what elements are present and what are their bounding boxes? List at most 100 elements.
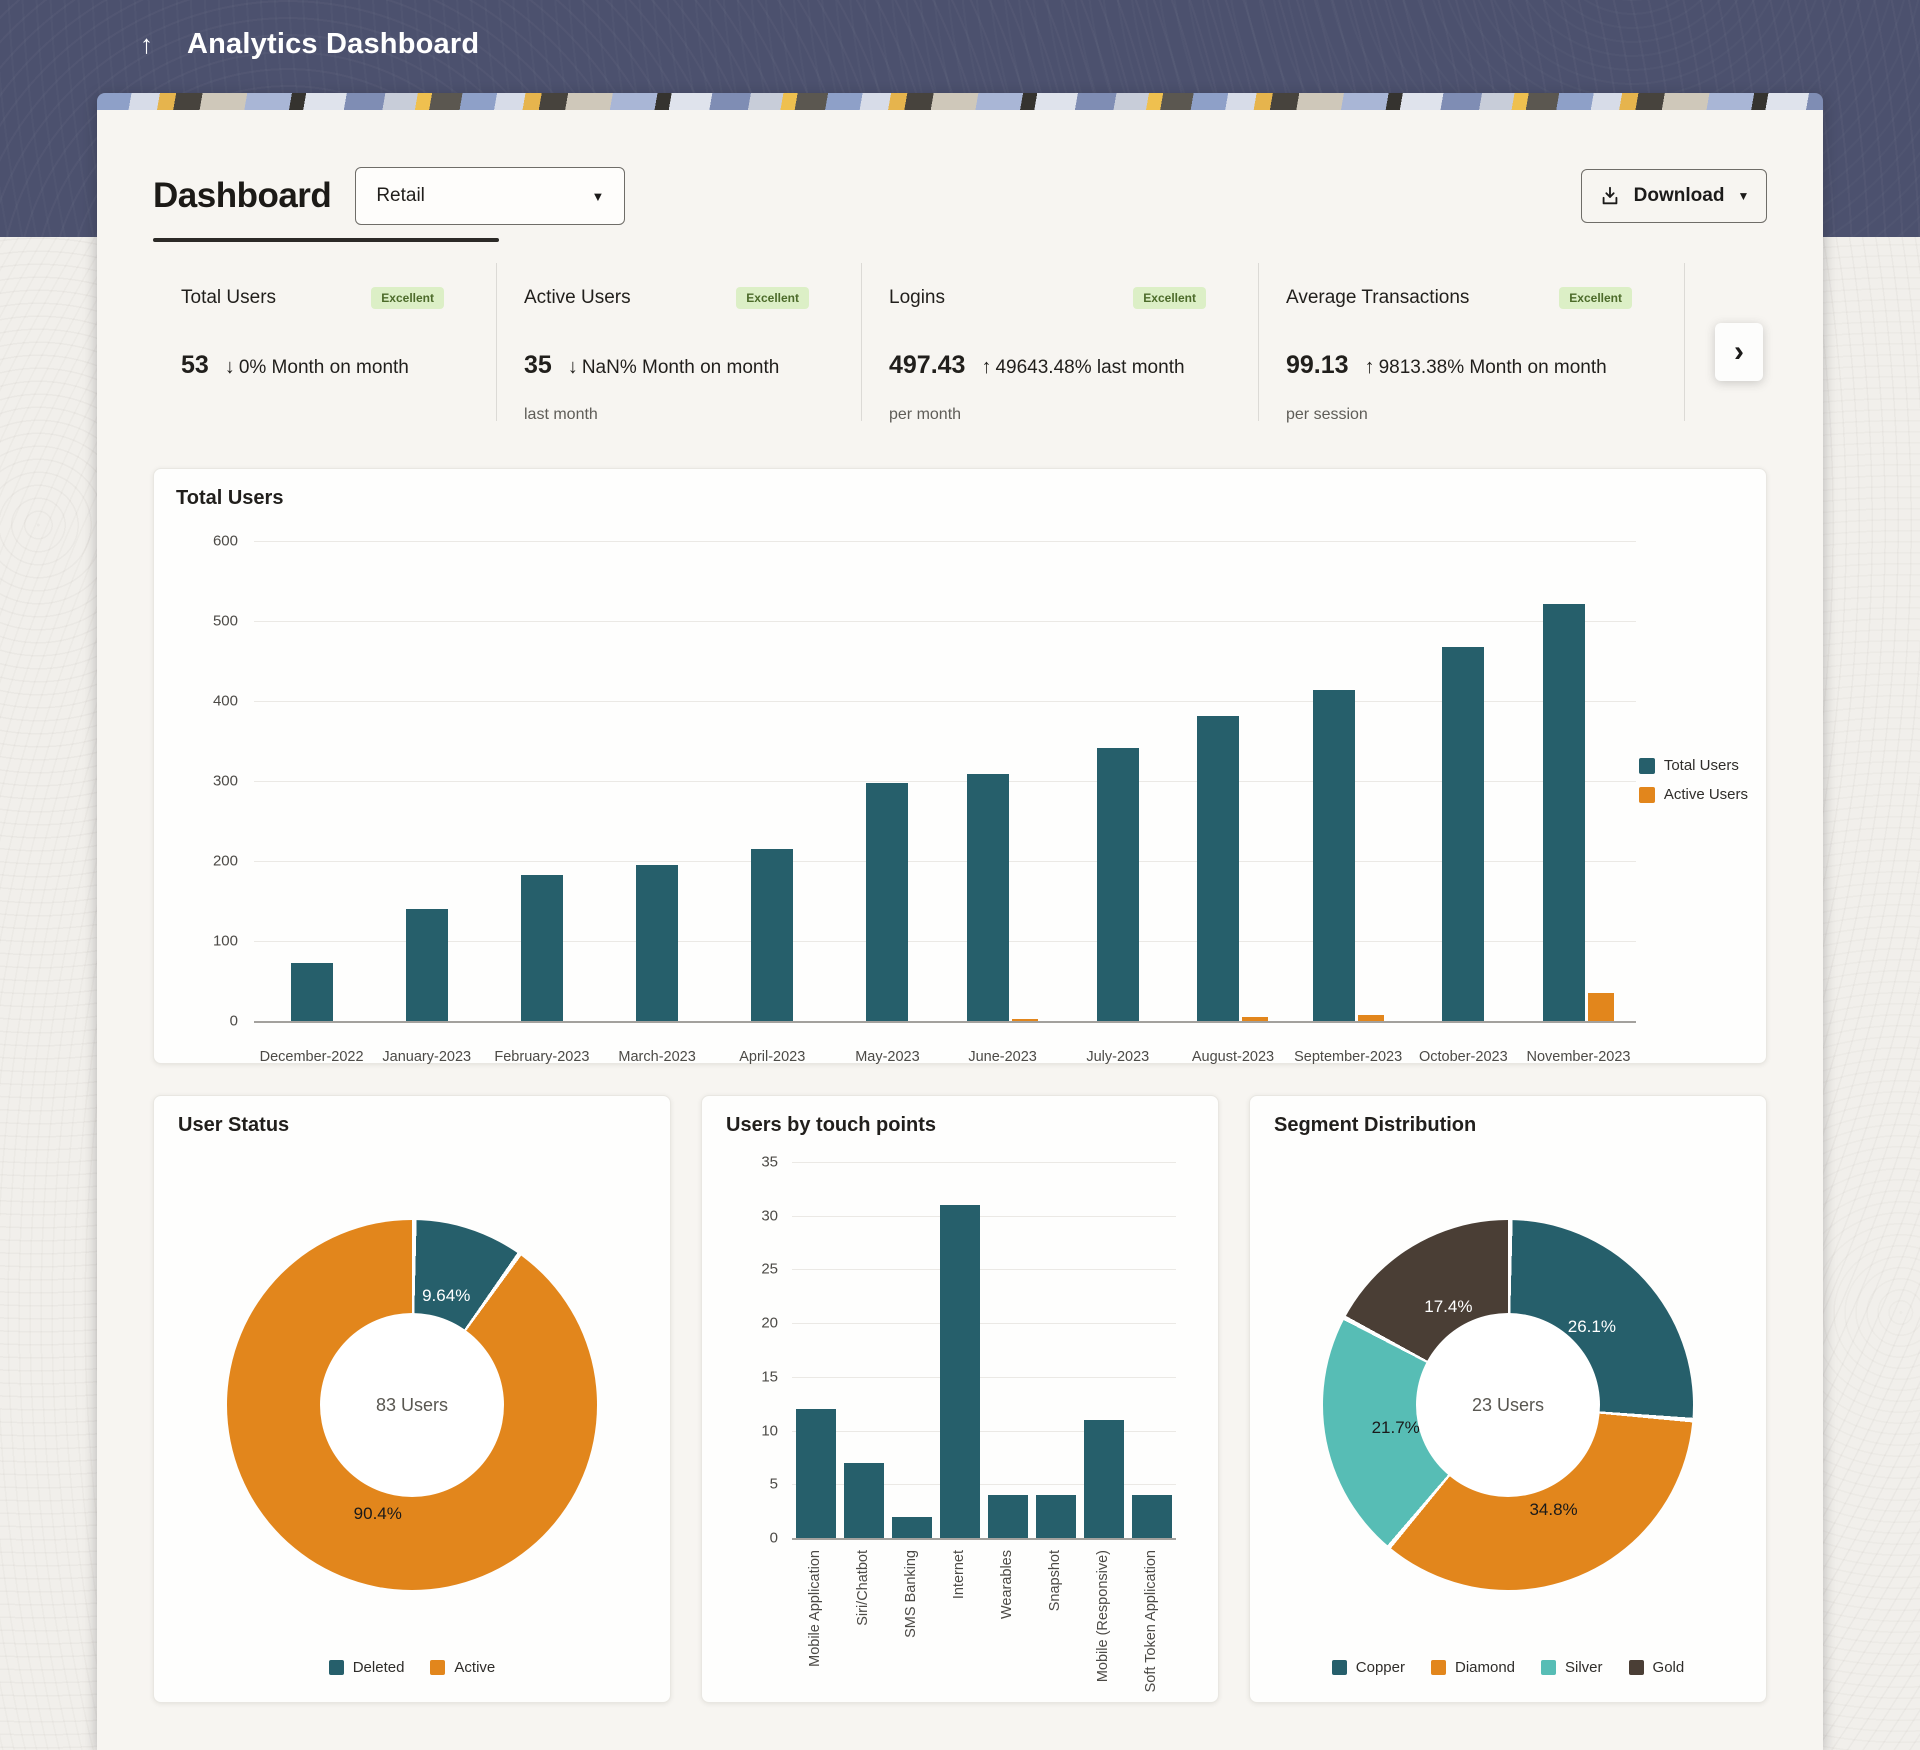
kpi-scroll-next-button[interactable]: ›	[1715, 323, 1763, 381]
bar-group	[715, 541, 830, 1021]
y-axis-tick: 500	[212, 612, 238, 630]
bar-group	[369, 541, 484, 1021]
kpi-active-users: Active Users Excellent 35 ↓ NaN% Month on…	[496, 263, 861, 428]
download-label: Download	[1633, 185, 1725, 206]
active-users-bar[interactable]	[1357, 1014, 1384, 1021]
touch-point-bar[interactable]	[940, 1204, 980, 1538]
legend-label: Deleted	[352, 1659, 405, 1676]
touch-point-bar[interactable]	[844, 1462, 884, 1538]
total-users-bar[interactable]	[405, 909, 448, 1021]
legend-item: Gold	[1628, 1659, 1684, 1676]
touch-point-bar[interactable]	[1132, 1495, 1172, 1538]
total-users-bar[interactable]	[751, 849, 794, 1021]
segment-distribution-donut: 23 Users 26.1% 34.8% 21.7% 17.4%	[1323, 1220, 1693, 1590]
kpi-change-text: 0% Month on month	[238, 357, 409, 378]
slice-percentage-label: 26.1%	[1567, 1316, 1616, 1336]
kpi-sublabel: last month	[524, 406, 598, 423]
kpi-label: Total Users	[181, 287, 277, 308]
decorative-banner	[97, 93, 1823, 110]
x-axis-label: Soft Token Application	[1143, 1550, 1160, 1693]
legend-item: Copper	[1331, 1659, 1405, 1676]
legend-item: Active	[430, 1659, 495, 1676]
legend-label: Total Users	[1663, 757, 1739, 774]
chevron-down-icon: ▼	[1737, 189, 1750, 203]
active-users-bar[interactable]	[1242, 1017, 1269, 1021]
y-axis-tick: 5	[769, 1475, 778, 1493]
legend-swatch	[1430, 1660, 1446, 1675]
x-axis-label: April-2023	[739, 1049, 806, 1065]
gridline	[254, 860, 1636, 862]
x-axis-label: SMS Banking	[903, 1550, 920, 1638]
bars-layer	[254, 541, 1636, 1021]
legend-swatch	[1628, 1660, 1644, 1675]
y-axis-tick: 10	[761, 1422, 778, 1440]
total-users-bar[interactable]	[1197, 716, 1240, 1021]
active-users-bar[interactable]	[1587, 993, 1614, 1021]
kpi-change-text: NaN% Month on month	[581, 357, 780, 378]
donut-center-label: 83 Users	[375, 1394, 449, 1415]
legend-swatch	[328, 1660, 344, 1675]
kpi-sublabel: per session	[1286, 406, 1368, 423]
total-users-bar[interactable]	[1542, 604, 1585, 1021]
bar-group	[1521, 541, 1636, 1021]
gridline	[792, 1430, 1176, 1432]
kpi-value: 35	[524, 351, 552, 379]
back-arrow-icon[interactable]: ↑	[140, 29, 153, 59]
y-axis-tick: 0	[769, 1529, 778, 1547]
x-axis-label: Siri/Chatbot	[855, 1550, 872, 1626]
total-users-bar[interactable]	[1442, 647, 1485, 1021]
bar-group	[840, 1162, 888, 1538]
active-users-bar[interactable]	[1012, 1019, 1039, 1021]
x-axis-label: January-2023	[382, 1049, 472, 1065]
download-button[interactable]: Download ▼	[1581, 169, 1767, 223]
touch-points-card: Users by touch points 35 30 25 20 15 10 5 0 Mob…	[701, 1095, 1219, 1703]
slice-percentage-label: 90.4%	[353, 1504, 402, 1524]
x-axis-label: July-2023	[1086, 1049, 1150, 1065]
total-users-bar[interactable]	[1312, 689, 1355, 1021]
donut-hole: 23 Users	[1416, 1313, 1600, 1497]
gridline	[792, 1538, 1176, 1540]
kpi-value: 497.43	[889, 351, 966, 379]
x-axis-label: August-2023	[1191, 1049, 1275, 1065]
kpi-separator	[1684, 263, 1685, 421]
total-users-bar[interactable]	[636, 865, 679, 1021]
arrow-down-icon: ↓	[224, 356, 235, 378]
total-users-bar[interactable]	[520, 874, 563, 1021]
total-users-bar[interactable]	[1096, 748, 1139, 1021]
kpi-change-text: 9813.38% Month on month	[1378, 357, 1607, 378]
donut-hole: 83 Users	[320, 1313, 504, 1497]
touch-point-bar[interactable]	[892, 1516, 932, 1538]
total-users-bar[interactable]	[866, 783, 909, 1021]
kpi-label: Average Transactions	[1286, 287, 1470, 308]
slice-percentage-label: 9.64%	[422, 1285, 471, 1305]
bar-group	[888, 1162, 936, 1538]
touch-point-bar[interactable]	[988, 1495, 1028, 1538]
dashboard-panel: Dashboard Retail ▼ Download ▼ Total User	[97, 93, 1823, 1750]
download-icon	[1599, 185, 1621, 207]
legend-swatch	[1638, 786, 1655, 803]
legend-item: Silver	[1541, 1659, 1603, 1676]
chart-legend: Deleted Active	[154, 1659, 670, 1676]
touch-point-bar[interactable]	[1036, 1495, 1076, 1538]
x-axis-label: Mobile (Responsive)	[1095, 1550, 1112, 1683]
kpi-label: Logins	[889, 287, 945, 308]
gridline	[792, 1376, 1176, 1378]
gridline	[254, 781, 1636, 782]
bar-group	[936, 1162, 984, 1538]
app-header: ↑ Analytics Dashboard	[140, 22, 479, 66]
toolbar: Dashboard Retail ▼ Download ▼	[153, 165, 1767, 227]
bar-group	[792, 1162, 840, 1538]
total-users-bar[interactable]	[967, 773, 1010, 1021]
y-axis-tick: 200	[212, 852, 238, 870]
touch-point-bar[interactable]	[796, 1409, 836, 1538]
kpi-change-text: 49643.48% last month	[995, 357, 1185, 378]
touch-point-bar[interactable]	[1084, 1419, 1124, 1538]
y-axis-tick: 20	[761, 1314, 778, 1332]
gridline	[254, 941, 1636, 942]
x-axis-label: February-2023	[494, 1049, 590, 1065]
total-users-bar[interactable]	[290, 963, 333, 1021]
y-axis-tick: 0	[229, 1012, 238, 1030]
bar-group	[1175, 541, 1290, 1021]
kpi-separator	[1258, 263, 1259, 421]
segment-select[interactable]: Retail ▼	[355, 167, 626, 225]
